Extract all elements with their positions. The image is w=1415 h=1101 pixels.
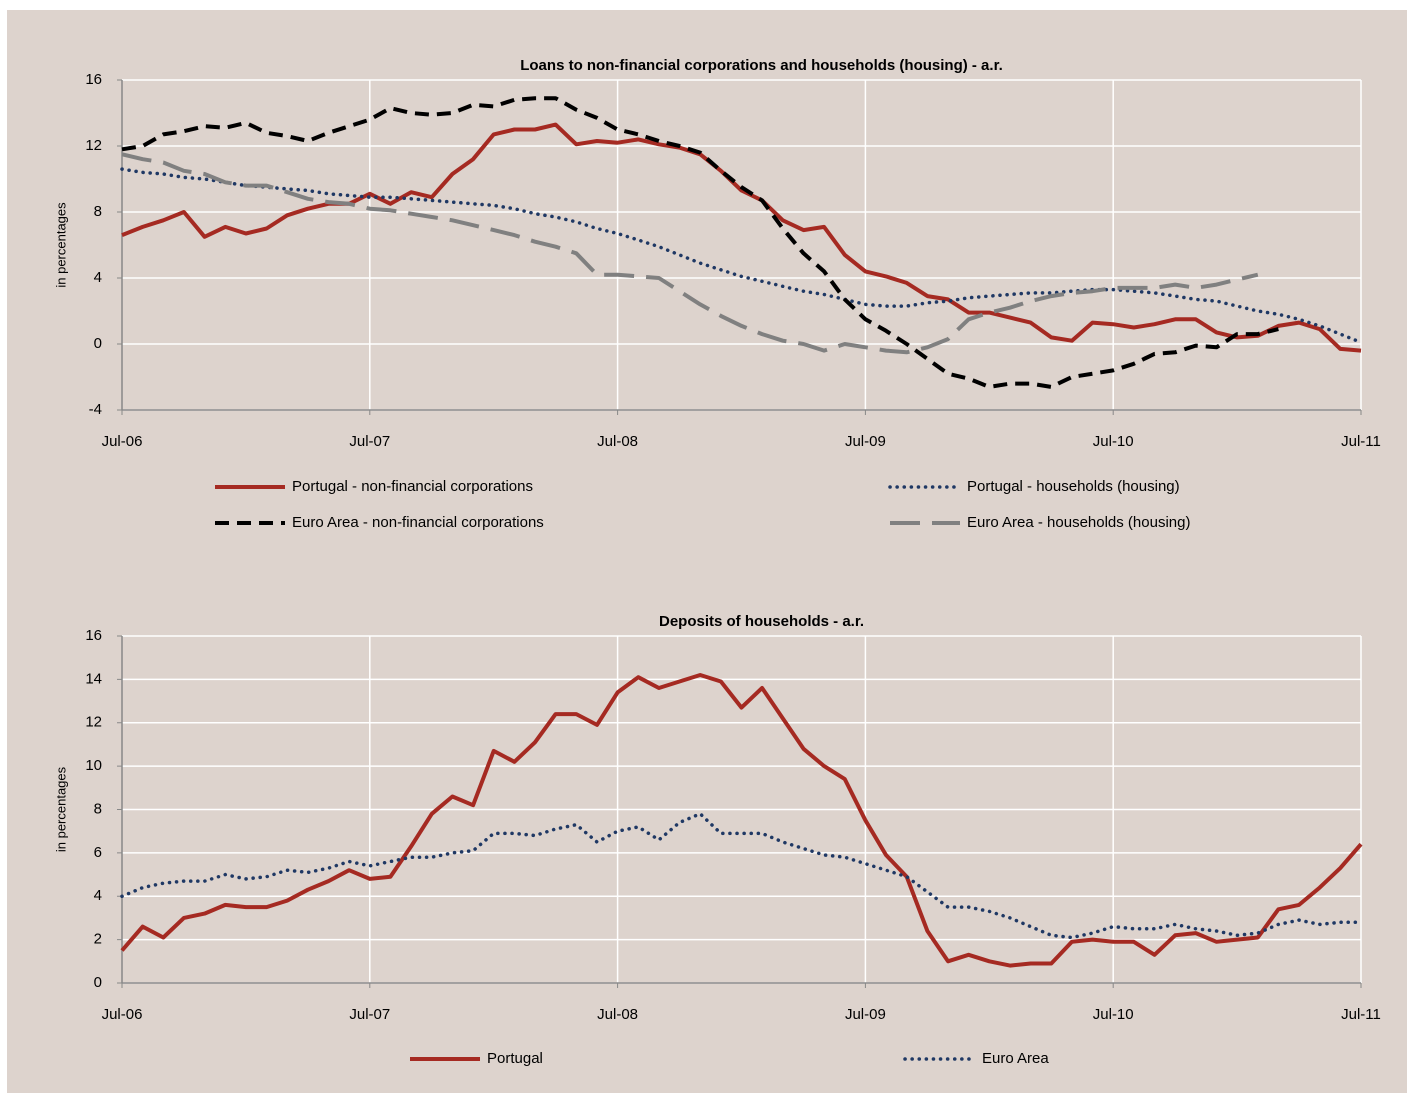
y-tick-label: 16 xyxy=(85,627,102,644)
y-tick-label: 0 xyxy=(94,335,102,352)
chart-title: Deposits of households - a.r. xyxy=(659,613,864,630)
x-tick-label: Jul-07 xyxy=(349,1006,390,1023)
legend-label: Euro Area - non-financial corporations xyxy=(292,514,544,531)
legend-label: Euro Area xyxy=(982,1050,1049,1067)
y-tick-label: 6 xyxy=(94,844,102,861)
y-tick-label: 12 xyxy=(85,714,102,731)
x-tick-label: Jul-09 xyxy=(845,1006,886,1023)
y-tick-label: 8 xyxy=(94,203,102,220)
x-tick-label: Jul-08 xyxy=(597,433,638,450)
series-line xyxy=(121,96,1279,389)
x-tick-label: Jul-07 xyxy=(349,433,390,450)
x-tick-label: Jul-09 xyxy=(845,433,886,450)
y-tick-label: 4 xyxy=(94,887,102,904)
y-axis-label: in percentages xyxy=(53,766,68,852)
x-tick-label: Jul-10 xyxy=(1093,433,1134,450)
x-tick-label: Jul-06 xyxy=(102,1006,143,1023)
y-tick-label: 12 xyxy=(85,137,102,154)
x-tick-label: Jul-06 xyxy=(102,433,143,450)
legend-label: Portugal - households (housing) xyxy=(967,478,1180,495)
legend-label: Portugal - non-financial corporations xyxy=(292,478,533,495)
y-tick-label: 16 xyxy=(85,71,102,88)
y-axis-label: in percentages xyxy=(53,202,68,288)
y-tick-label: -4 xyxy=(89,401,102,418)
series-line xyxy=(121,152,1259,355)
legend-label: Portugal xyxy=(487,1050,543,1067)
y-tick-label: 14 xyxy=(85,670,102,687)
x-tick-label: Jul-11 xyxy=(1341,433,1381,450)
y-tick-label: 2 xyxy=(94,931,102,948)
y-tick-label: 8 xyxy=(94,800,102,817)
x-tick-label: Jul-10 xyxy=(1093,1006,1134,1023)
panel-background xyxy=(7,10,1407,1093)
legend-label: Euro Area - households (housing) xyxy=(967,514,1190,531)
series-line xyxy=(120,673,1363,968)
x-tick-label: Jul-11 xyxy=(1341,1006,1381,1023)
y-tick-label: 4 xyxy=(94,269,102,286)
y-tick-label: 0 xyxy=(94,974,102,991)
y-tick-label: 10 xyxy=(85,757,102,774)
series-line xyxy=(120,812,1363,940)
series-line xyxy=(120,167,1363,345)
x-tick-label: Jul-08 xyxy=(597,1006,638,1023)
chart-title: Loans to non-financial corporations and … xyxy=(520,57,1003,74)
